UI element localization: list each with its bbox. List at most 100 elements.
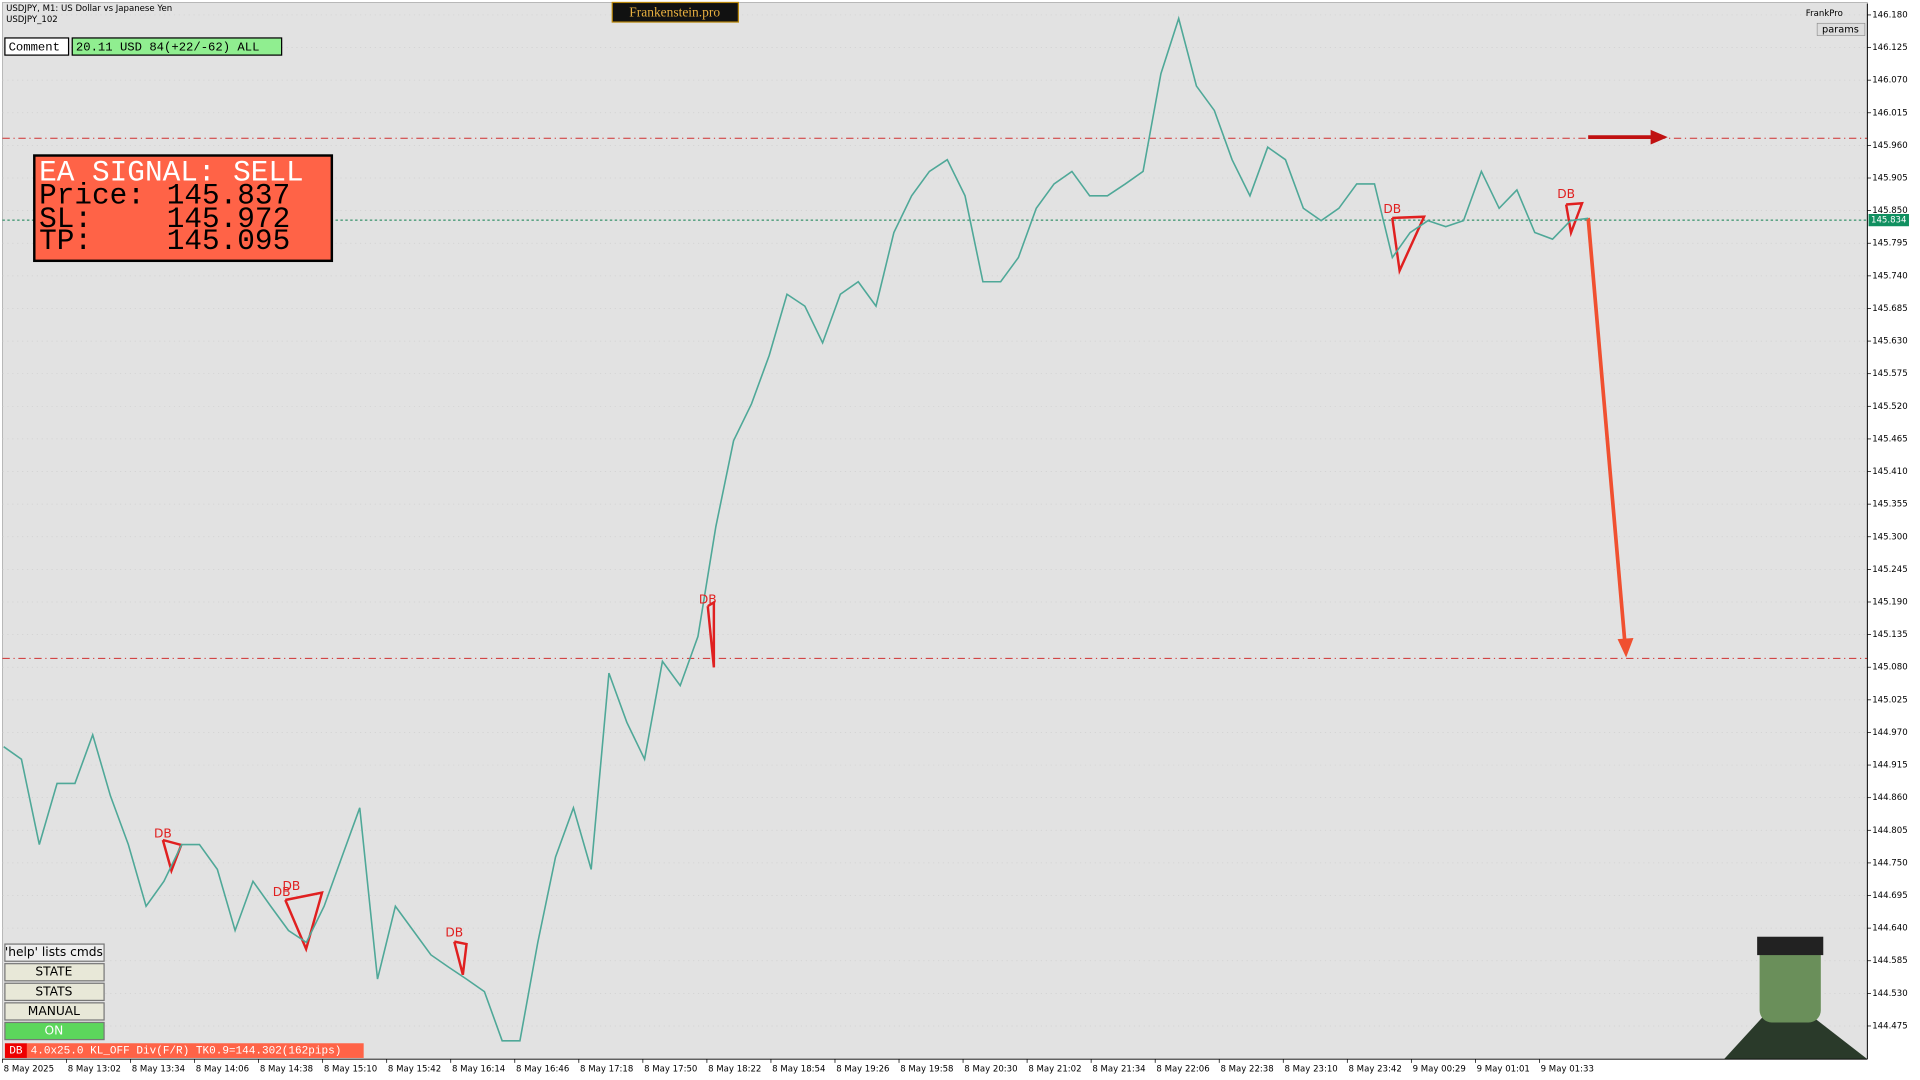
y-tick-label: 144.475 <box>1872 1021 1907 1031</box>
y-tick-label: 144.585 <box>1872 956 1907 966</box>
control-button-label[interactable]: MANUAL <box>28 1004 80 1018</box>
brand: Frankenstein.pro <box>629 5 720 20</box>
x-tick-label: 8 May 22:06 <box>1156 1064 1209 1074</box>
y-tick-label: 145.740 <box>1872 271 1907 281</box>
x-tick-label: 9 May 01:33 <box>1541 1064 1594 1074</box>
y-tick-label: 146.125 <box>1872 43 1907 53</box>
y-tick-label: 145.850 <box>1872 206 1907 216</box>
account: USDJPY_102 <box>6 15 58 25</box>
y-tick-label: 146.070 <box>1872 76 1907 86</box>
x-tick-label: 8 May 17:50 <box>644 1064 697 1074</box>
profile: FrankPro <box>1806 9 1843 19</box>
x-tick-label: 8 May 15:42 <box>388 1064 441 1074</box>
pattern-label: DB <box>1383 202 1401 216</box>
bid-label-box <box>1868 213 1909 227</box>
x-tick-label: 8 May 18:54 <box>772 1064 825 1074</box>
x-tick-label: 8 May 16:14 <box>452 1064 505 1074</box>
x-tick-label: 8 May 23:42 <box>1349 1064 1402 1074</box>
x-tick-label: 8 May 19:58 <box>900 1064 953 1074</box>
buttons: STATE STATS MANUAL ON <box>4 963 105 1041</box>
sl-arrow-head <box>1650 129 1668 145</box>
signal-sl: 145.972 <box>167 203 290 236</box>
y-tick-label: 145.355 <box>1872 500 1907 510</box>
pattern-label: DB <box>283 879 301 893</box>
y-tick-label: 145.630 <box>1872 337 1907 347</box>
signal-tp-label: TP: <box>39 225 92 258</box>
x-tick-label: 9 May 01:01 <box>1477 1064 1530 1074</box>
x-tick-label: 8 May 13:02 <box>68 1064 121 1074</box>
comment-label-box <box>4 37 70 56</box>
pattern-label: DB <box>445 926 463 940</box>
y-tick-label: 144.530 <box>1872 989 1907 999</box>
signal-title: EA SIGNAL: SELL <box>39 156 303 189</box>
tp-arrow-head <box>1617 637 1634 658</box>
control-button[interactable] <box>4 1002 105 1021</box>
y-tick-label: 144.970 <box>1872 728 1907 738</box>
help-text: 'help' lists cmds <box>5 945 103 959</box>
pattern-label: DB <box>699 593 717 607</box>
status-box <box>26 1043 364 1058</box>
x-tick-label: 8 May 14:38 <box>260 1064 313 1074</box>
bid-label: 145.834 <box>1871 216 1906 226</box>
x-tick-label: 8 May 13:34 <box>132 1064 185 1074</box>
x-tick-label: 8 May 21:02 <box>1028 1064 1081 1074</box>
y-tick-label: 145.685 <box>1872 304 1907 314</box>
x-tick-label: 8 May 17:18 <box>580 1064 633 1074</box>
y-tick-label: 146.015 <box>1872 108 1907 118</box>
control-button-label[interactable]: STATE <box>35 965 72 979</box>
y-tick-label: 145.300 <box>1872 532 1907 542</box>
control-button[interactable] <box>4 963 105 982</box>
y-tick-label: 144.695 <box>1872 891 1907 901</box>
y-tick-label: 145.465 <box>1872 434 1907 444</box>
price-line <box>3 15 1589 1042</box>
signal-price: 145.837 <box>167 180 290 213</box>
params-label[interactable]: params <box>1822 24 1859 35</box>
control-button[interactable] <box>4 1021 105 1041</box>
comment-box <box>71 37 283 56</box>
y-tick-label: 146.180 <box>1872 10 1907 20</box>
y-tick-label: 144.750 <box>1872 858 1907 868</box>
mascot <box>1724 936 1868 1060</box>
comment-label: Comment <box>9 40 60 54</box>
status-text: 4.0x25.0 KL_OFF Div(F/R) TK0.9=144.302(1… <box>31 1046 342 1058</box>
control-button-label[interactable]: STATS <box>35 984 72 998</box>
x-tick-label: 8 May 14:06 <box>196 1064 249 1074</box>
y-tick-label: 144.915 <box>1872 761 1907 771</box>
y-tick-label: 145.080 <box>1872 663 1907 673</box>
pattern-label: DB <box>1557 187 1575 201</box>
y-tick-label: 145.960 <box>1872 141 1907 151</box>
y-tick-label: 144.860 <box>1872 793 1907 803</box>
x-tick-label: 8 May 23:10 <box>1284 1064 1337 1074</box>
x-tick-label: 8 May 18:22 <box>708 1064 761 1074</box>
control-button-label[interactable]: ON <box>44 1024 63 1038</box>
signal-sl-label: SL: <box>39 203 92 236</box>
x-tick-label: 9 May 00:29 <box>1413 1064 1466 1074</box>
y-tick-label: 145.905 <box>1872 174 1907 184</box>
symbol: USDJPY, M1: US Dollar vs Japanese Yen <box>6 4 172 14</box>
pattern-label: DB <box>273 885 291 899</box>
tp-arrow <box>1586 217 1627 644</box>
y-tick-label: 145.190 <box>1872 597 1907 607</box>
signal-price-label: Price: <box>39 180 145 213</box>
x-tick-label: 8 May 15:10 <box>324 1064 377 1074</box>
y-tick-label: 145.520 <box>1872 402 1907 412</box>
x-tick-label: 8 May 20:30 <box>964 1064 1017 1074</box>
x-tick-label: 8 May 22:38 <box>1220 1064 1273 1074</box>
comment-text: 20.11 USD 84(+22/-62) ALL <box>76 40 260 54</box>
signal-box <box>33 154 334 263</box>
x-tick-label: 8 May 2025 <box>4 1064 54 1074</box>
signal-tp: 145.095 <box>167 225 290 258</box>
params-button[interactable] <box>1816 22 1866 36</box>
x-tick-label: 8 May 19:26 <box>836 1064 889 1074</box>
x-tick-label: 8 May 16:46 <box>516 1064 569 1074</box>
control-button[interactable] <box>4 982 105 1002</box>
pattern-label: DB <box>154 826 172 840</box>
y-tick-label: 145.025 <box>1872 695 1907 705</box>
status-tag-box <box>4 1043 27 1058</box>
help-box <box>4 943 105 962</box>
y-tick-label: 145.135 <box>1872 630 1907 640</box>
y-tick-label: 145.575 <box>1872 369 1907 379</box>
y-tick-label: 145.410 <box>1872 467 1907 477</box>
